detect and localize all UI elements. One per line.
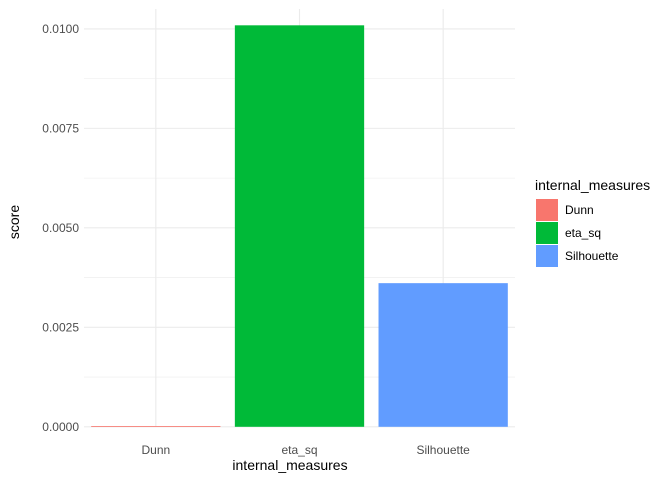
- legend-key-eta-sq: [536, 222, 558, 244]
- bars: [91, 25, 508, 427]
- y-tick-label: 0.0050: [42, 221, 79, 235]
- x-axis-title: internal_measures: [232, 457, 347, 473]
- x-tick-label: Dunn: [141, 443, 170, 457]
- y-tick-label: 0.0025: [42, 320, 79, 334]
- legend-label: Silhouette: [565, 249, 619, 263]
- y-tick-label: 0.0000: [42, 420, 79, 434]
- x-tick-labels: Dunn eta_sq Silhouette: [141, 443, 470, 457]
- legend-key-dunn: [536, 199, 558, 221]
- x-tick-label: eta_sq: [281, 443, 317, 457]
- bar-silhouette: [378, 283, 508, 427]
- bar-dunn: [91, 426, 221, 427]
- legend-title: internal_measures: [535, 177, 650, 193]
- y-axis-title: score: [6, 205, 22, 239]
- bar-eta-sq: [234, 25, 365, 427]
- legend-label: Dunn: [565, 203, 594, 217]
- x-tick-label: Silhouette: [416, 443, 470, 457]
- legend: internal_measures Dunn eta_sq Silhouette: [535, 177, 650, 267]
- legend-label: eta_sq: [565, 226, 601, 240]
- y-tick-label: 0.0075: [42, 121, 79, 135]
- y-tick-label: 0.0100: [42, 22, 79, 36]
- legend-key-silhouette: [536, 245, 558, 267]
- y-tick-labels: 0.0000 0.0025 0.0050 0.0075 0.0100: [42, 22, 79, 434]
